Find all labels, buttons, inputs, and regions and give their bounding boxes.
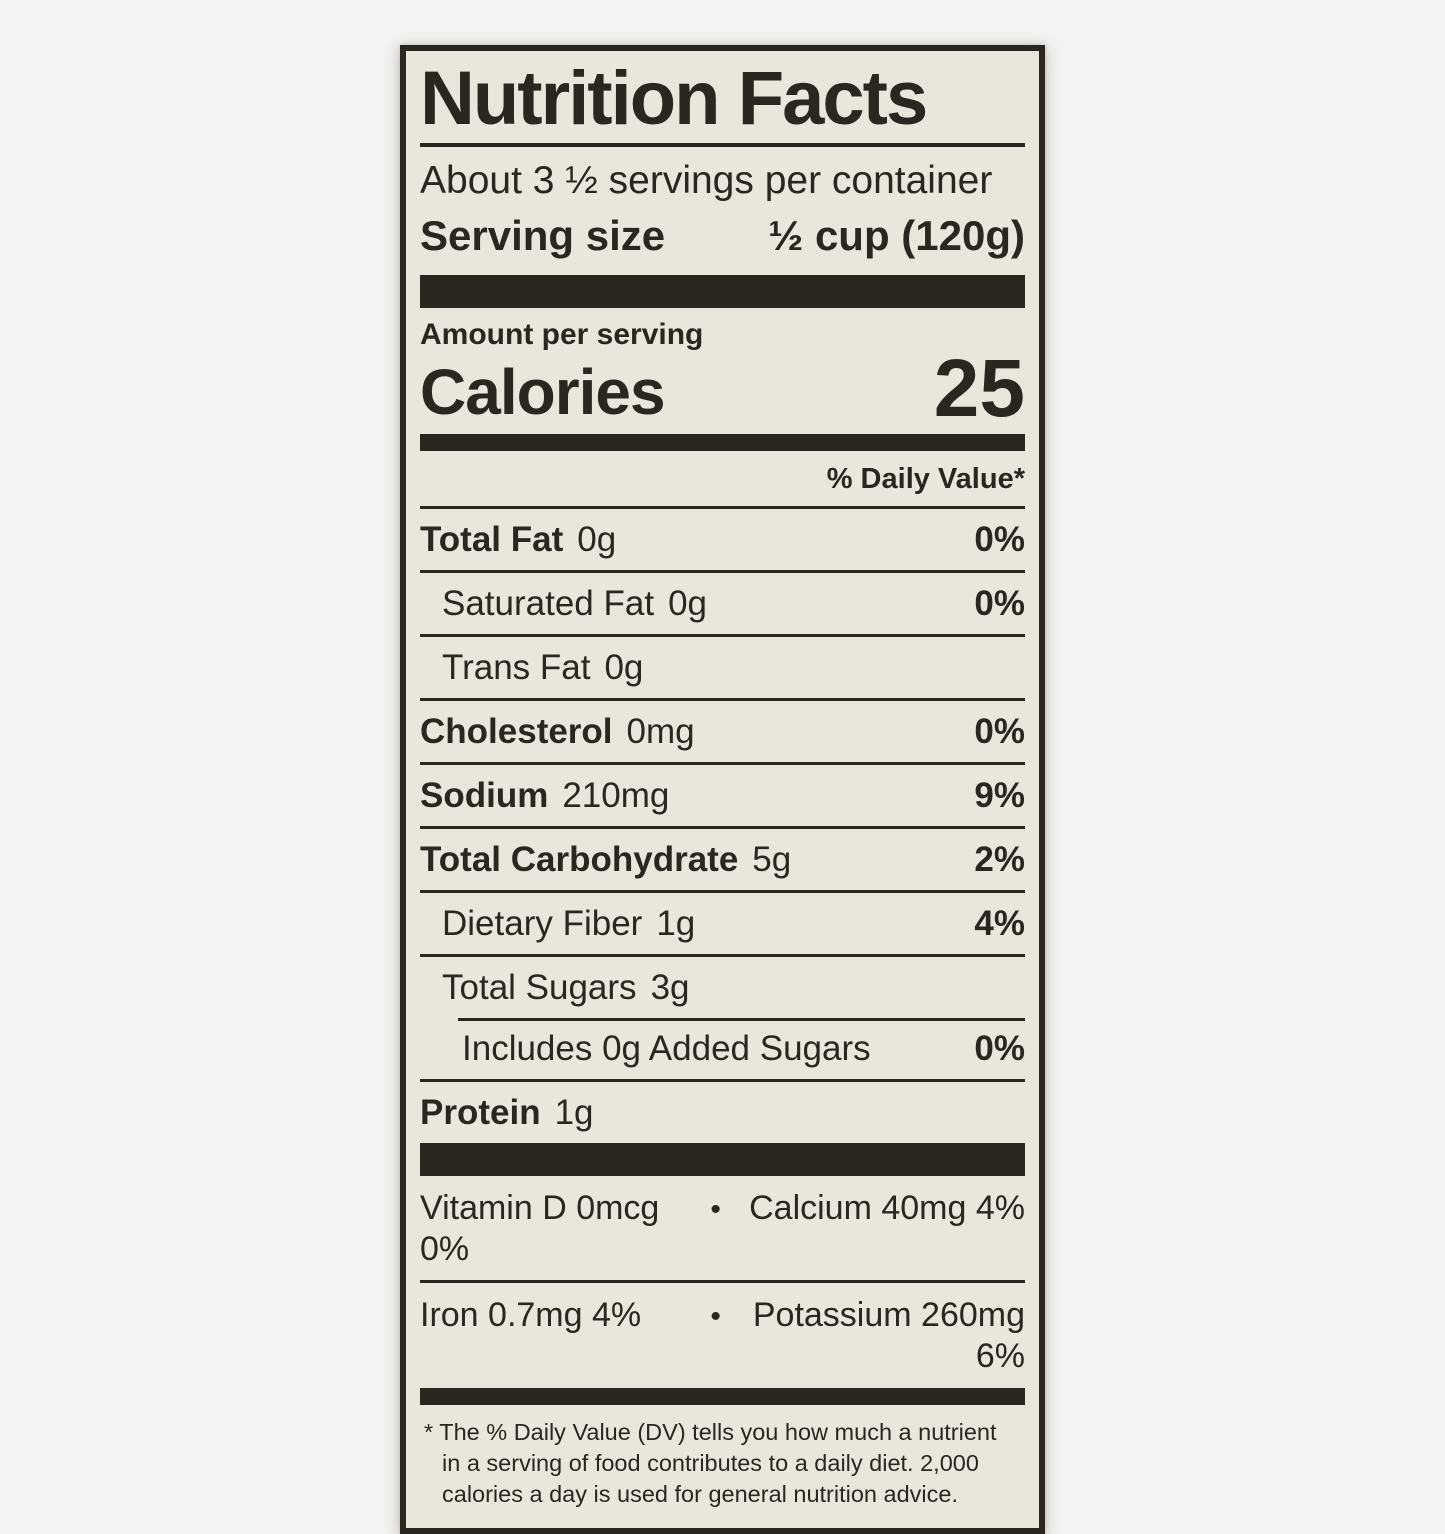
amount-per-serving-label: Amount per serving (420, 317, 704, 351)
micronutrient-row-vitamin-d-calcium: Vitamin D 0mcg 0% • Calcium 40mg 4% (420, 1176, 1025, 1281)
nutrient-daily-value: 4% (974, 903, 1025, 943)
nutrient-name: Total Sugars (442, 967, 637, 1007)
nutrient-amount: 0mg (626, 711, 695, 751)
nutrient-amount: 5g (752, 839, 792, 879)
nutrient-name-amount: Cholesterol 0mg (420, 711, 695, 753)
nutrient-row-trans-fat: Trans Fat 0g (420, 633, 1025, 698)
bullet-separator: • (710, 1300, 721, 1334)
servings-per-container: About 3 ½ servings per container (420, 158, 993, 202)
calories-divider-bar (420, 433, 1025, 451)
nutrient-name: Includes 0g Added Sugars (462, 1028, 871, 1068)
serving-size-label: Serving size (420, 212, 666, 260)
nutrient-name-amount: Saturated Fat 0g (442, 583, 707, 625)
nutrient-name-amount: Dietary Fiber 1g (442, 903, 695, 945)
nutrient-table: Total Fat 0g 0% Saturated Fat 0g 0% Trans Fat 0… (420, 505, 1025, 1143)
nutrient-row-added-sugars: Includes 0g Added Sugars 0% (420, 1017, 1025, 1079)
nutrient-row-dietary-fiber: Dietary Fiber 1g 4% (420, 889, 1025, 954)
footnote-divider-bar (420, 1387, 1025, 1405)
nutrient-amount: 1g (554, 1092, 594, 1132)
micronutrient-left: Iron 0.7mg 4% (420, 1296, 642, 1335)
calories-value: 25 (933, 342, 1025, 434)
calories-row: Calories 25 (420, 342, 1025, 434)
nutrient-name: Saturated Fat (442, 583, 655, 623)
section-bar-thick-bottom (420, 1142, 1025, 1176)
nutrient-daily-value: 0% (974, 583, 1025, 623)
daily-value-footnote: * The % Daily Value (DV) tells you how m… (424, 1418, 997, 1507)
section-bar-thick-top (420, 274, 1025, 308)
nutrient-name-amount: Includes 0g Added Sugars (462, 1028, 871, 1070)
nutrient-daily-value: 0% (974, 1028, 1025, 1068)
nutrient-row-total-fat: Total Fat 0g 0% (420, 505, 1025, 570)
nutrient-daily-value: 9% (974, 775, 1025, 815)
daily-value-header: % Daily Value* (826, 462, 1025, 495)
nutrient-name: Sodium (420, 775, 549, 815)
serving-size-row: Serving size ½ cup (120g) (420, 206, 1025, 275)
micronutrient-right: Potassium 260mg 6% (752, 1296, 1025, 1376)
nutrient-name-amount: Sodium 210mg (420, 775, 669, 817)
nutrient-amount: 0g (604, 647, 644, 687)
nutrient-amount: 1g (656, 903, 696, 943)
nutrient-row-total-carbohydrate: Total Carbohydrate 5g 2% (420, 825, 1025, 890)
nutrient-row-saturated-fat: Saturated Fat 0g 0% (420, 569, 1025, 634)
nutrient-amount: 3g (650, 967, 690, 1007)
nutrient-daily-value: 0% (974, 519, 1025, 559)
nutrient-name: Cholesterol (420, 711, 613, 751)
micronutrient-right: Calcium 40mg 4% (749, 1188, 1025, 1227)
nutrient-row-protein: Protein 1g (420, 1078, 1025, 1143)
title-divider (420, 142, 1025, 147)
calories-label: Calories (420, 355, 666, 428)
micronutrient-row-iron-potassium: Iron 0.7mg 4% • Potassium 260mg 6% (420, 1280, 1025, 1388)
serving-size-value: ½ cup (120g) (768, 212, 1025, 260)
nutrient-name-amount: Total Sugars 3g (442, 967, 690, 1009)
nutrient-daily-value: 0% (974, 711, 1025, 751)
nutrient-amount: 210mg (562, 775, 670, 815)
micronutrient-table: Vitamin D 0mcg 0% • Calcium 40mg 4% Iron 0.… (420, 1176, 1025, 1388)
nutrient-name-amount: Total Fat 0g (420, 519, 616, 561)
nutrient-name-amount: Protein 1g (420, 1092, 594, 1134)
nutrient-name-amount: Trans Fat 0g (442, 647, 643, 689)
nutrition-facts-label: Nutrition Facts About 3 ½ servings per c… (400, 45, 1045, 1534)
bullet-separator: • (710, 1192, 721, 1226)
nutrient-row-cholesterol: Cholesterol 0mg 0% (420, 697, 1025, 762)
nutrient-name: Trans Fat (442, 647, 591, 687)
nutrient-amount: 0g (577, 519, 617, 559)
nutrient-daily-value: 2% (974, 839, 1025, 879)
micronutrient-left: Vitamin D 0mcg 0% (420, 1188, 660, 1268)
nutrient-amount: 0g (668, 583, 708, 623)
nutrient-name-amount: Total Carbohydrate 5g (420, 839, 791, 881)
nutrient-name: Protein (420, 1092, 541, 1132)
label-title: Nutrition Facts (420, 56, 928, 141)
nutrient-name: Dietary Fiber (442, 903, 643, 943)
nutrient-row-total-sugars: Total Sugars 3g (420, 953, 1025, 1018)
nutrient-name: Total Fat (420, 519, 564, 559)
nutrient-row-sodium: Sodium 210mg 9% (420, 761, 1025, 826)
nutrient-name: Total Carbohydrate (420, 839, 739, 879)
